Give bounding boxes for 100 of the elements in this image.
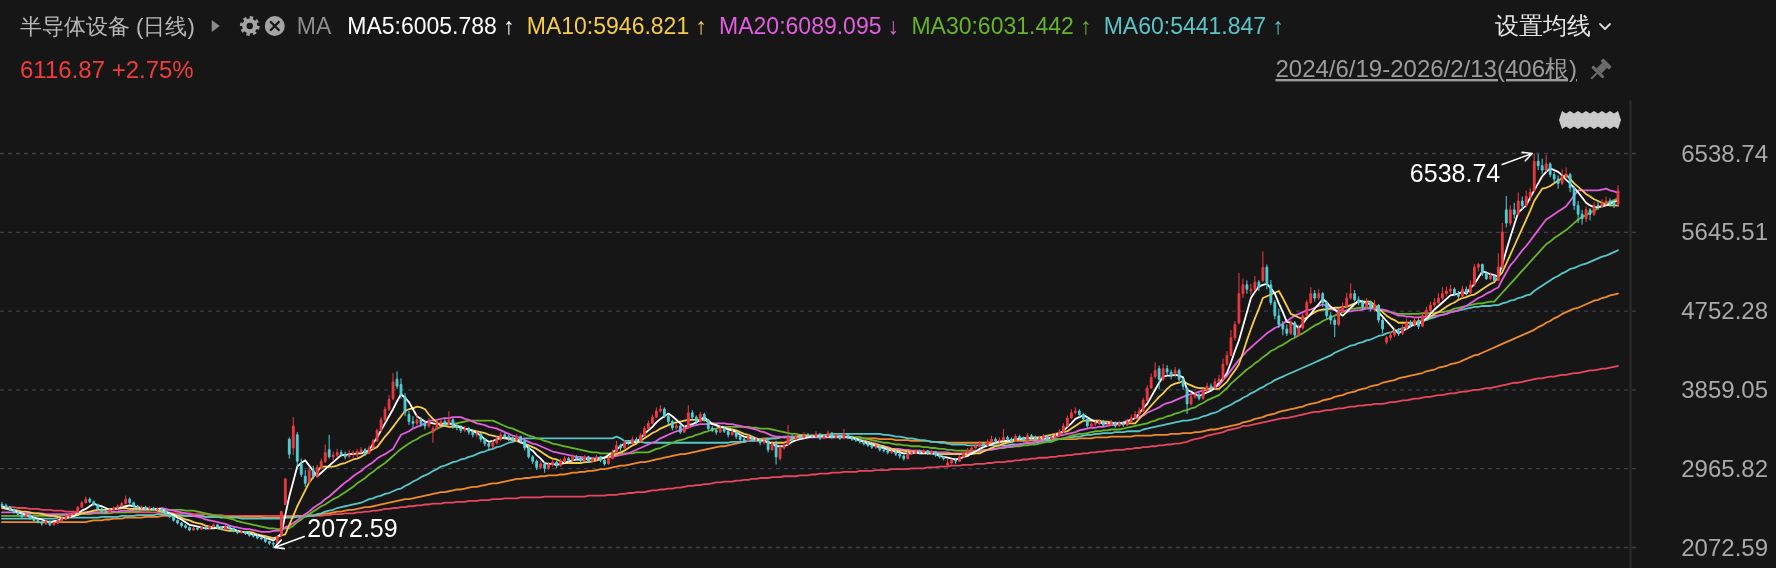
candlestick: [88, 496, 92, 504]
candlestick: [24, 513, 28, 519]
candlestick: [283, 477, 287, 506]
candlestick: [1034, 435, 1037, 442]
candlestick: [734, 430, 738, 440]
annotation: 6538.74: [1409, 159, 1501, 188]
candlestick: [726, 429, 730, 438]
candlestick: [164, 509, 167, 517]
candlestick: [1596, 200, 1600, 211]
candlestick: [790, 434, 794, 442]
candlestick: [942, 455, 946, 461]
candlestick: [858, 437, 862, 445]
candlestick: [208, 524, 211, 530]
candlestick: [1201, 387, 1205, 400]
candlestick: [1054, 432, 1057, 439]
candlestick: [1405, 318, 1408, 331]
candlestick: [938, 452, 942, 460]
candlestick: [846, 432, 850, 440]
candlestick: [72, 510, 76, 516]
candlestick: [1353, 289, 1357, 303]
candlestick: [986, 438, 989, 447]
candlestick: [1285, 324, 1289, 337]
candlestick: [224, 525, 227, 531]
candlestick: [200, 525, 203, 531]
candlestick: [287, 436, 291, 460]
line-series: [1, 249, 1619, 520]
candlestick: [255, 534, 259, 540]
candlestick: [962, 450, 966, 459]
candlestick: [1157, 365, 1161, 390]
candlestick: [766, 439, 770, 453]
candlestick: [1121, 421, 1125, 428]
candlestick: [0, 501, 4, 508]
candlestick: [1536, 153, 1540, 171]
candlestick: [263, 537, 267, 544]
candlestick: [575, 454, 578, 461]
candlestick: [415, 414, 419, 426]
candlestick: [1369, 300, 1373, 312]
candlestick: [866, 441, 870, 448]
candlestick: [890, 449, 894, 455]
candlestick: [1006, 435, 1009, 442]
candlestick: [950, 458, 954, 466]
candlestick: [579, 456, 582, 463]
candlestick: [144, 505, 148, 511]
candlestick: [870, 443, 874, 450]
candlestick: [52, 521, 56, 527]
annotation: 2072.59: [307, 514, 398, 543]
candlestick: [818, 432, 822, 441]
candlestick: [1026, 432, 1029, 442]
candlestick: [515, 433, 519, 443]
y-tick-label: 4752.28: [1681, 297, 1768, 325]
candlestick: [419, 416, 423, 428]
candlestick: [810, 433, 814, 439]
candlestick: [718, 425, 722, 434]
candlestick: [543, 461, 547, 474]
candlestick: [76, 505, 80, 514]
candlestick: [1480, 263, 1484, 277]
candlestick: [1257, 279, 1261, 292]
candlestick: [475, 430, 479, 438]
candlestick: [104, 509, 108, 515]
candlestick: [1022, 436, 1025, 443]
candlestick: [1488, 271, 1492, 281]
candlestick: [1185, 386, 1189, 415]
candlestick: [1289, 319, 1293, 336]
candlestick: [64, 514, 68, 520]
candlestick: [192, 526, 195, 532]
candlestick: [1588, 207, 1592, 221]
candlestick: [591, 456, 594, 463]
candlestick: [443, 418, 447, 428]
candlestick: [471, 429, 475, 438]
candlestick: [878, 444, 882, 453]
text: MA30:6031.442 ↑: [911, 13, 1092, 39]
y-tick-label: 5645.51: [1681, 218, 1768, 246]
candlestick: [1389, 331, 1392, 341]
candlestick: [1030, 433, 1033, 440]
candlestick: [930, 449, 934, 455]
candlestick: [295, 431, 299, 468]
candlestick: [567, 456, 570, 463]
candlestick: [84, 496, 88, 505]
legend-title: MA: [296, 13, 332, 39]
candlestick: [1213, 377, 1217, 390]
candlestick: [16, 510, 20, 516]
candlestick: [479, 432, 483, 443]
candlestick: [347, 449, 351, 459]
candlestick: [152, 506, 156, 512]
candlestick: [627, 439, 630, 446]
candlestick: [1097, 418, 1101, 426]
text: 2024/6/19-2026/2/13(406根): [1275, 55, 1577, 82]
candlestick: [168, 512, 171, 519]
candlestick: [68, 511, 72, 519]
candlestick: [60, 516, 64, 522]
candlestick: [459, 424, 463, 434]
candlestick: [918, 449, 922, 455]
candlestick: [762, 437, 766, 445]
chart-title: 半导体设备 (日线): [20, 14, 195, 39]
candlestick: [156, 507, 160, 512]
candlestick: [112, 506, 116, 512]
candlestick: [563, 455, 566, 464]
candlestick: [599, 455, 602, 463]
candlestick: [220, 526, 223, 532]
candlestick: [1429, 301, 1432, 313]
